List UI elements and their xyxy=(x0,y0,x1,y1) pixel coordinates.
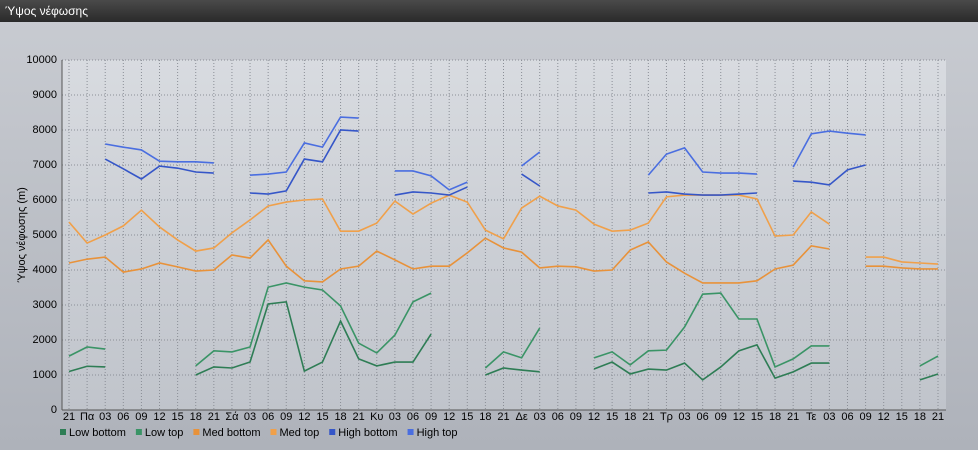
legend-label: Low top xyxy=(145,427,184,439)
x-tick-label: 18 xyxy=(479,411,491,423)
x-tick-label: 12 xyxy=(298,411,310,423)
x-tick-label: 21 xyxy=(497,411,509,423)
x-tick-label: 15 xyxy=(172,411,184,423)
x-tick-label: 15 xyxy=(461,411,473,423)
legend-label: High top xyxy=(417,427,458,439)
x-tick-label: 03 xyxy=(534,411,546,423)
y-tick-label: 3000 xyxy=(33,299,57,311)
window-title: Ύψος νέφωσης xyxy=(5,4,88,18)
x-tick-label: 21 xyxy=(208,411,220,423)
x-tick-label: 18 xyxy=(334,411,346,423)
x-tick-label: 15 xyxy=(606,411,618,423)
legend-swatch xyxy=(135,429,142,435)
x-tick-label: 09 xyxy=(135,411,147,423)
x-tick-label: 06 xyxy=(841,411,853,423)
legend-swatch xyxy=(270,429,277,435)
title-bar xyxy=(0,0,978,22)
y-tick-label: 1000 xyxy=(33,369,57,381)
x-tick-label: 21 xyxy=(932,411,944,423)
legend-swatch xyxy=(329,429,336,435)
x-tick-label: 21 xyxy=(787,411,799,423)
x-tick-label: 18 xyxy=(624,411,636,423)
y-tick-label: 0 xyxy=(51,404,57,416)
x-tick-label: Κυ xyxy=(370,411,383,423)
x-tick-label: 21 xyxy=(642,411,654,423)
x-tick-label: 03 xyxy=(244,411,256,423)
y-tick-label: 7000 xyxy=(33,159,57,171)
legend-swatch xyxy=(407,429,414,435)
x-tick-label: 09 xyxy=(280,411,292,423)
x-tick-label: 03 xyxy=(678,411,690,423)
x-tick-label: 21 xyxy=(353,411,365,423)
x-tick-label: 09 xyxy=(715,411,727,423)
y-tick-label: 8000 xyxy=(33,124,57,136)
x-tick-label: Σά xyxy=(225,411,239,423)
x-tick-label: Τε xyxy=(806,411,817,423)
legend-label: Med bottom xyxy=(202,427,260,439)
x-tick-label: 12 xyxy=(878,411,890,423)
y-tick-label: 9000 xyxy=(33,89,57,101)
x-tick-label: 06 xyxy=(697,411,709,423)
y-tick-label: 10000 xyxy=(26,54,57,66)
x-tick-label: 12 xyxy=(153,411,165,423)
legend-swatch xyxy=(60,429,66,435)
x-tick-label: 06 xyxy=(552,411,564,423)
series-line xyxy=(105,116,866,191)
x-tick-label: 18 xyxy=(769,411,781,423)
x-tick-label: 03 xyxy=(99,411,111,423)
x-tick-label: 18 xyxy=(190,411,202,423)
y-axis-title: Ύψος νέφωσης (m) xyxy=(16,187,28,283)
y-tick-label: 6000 xyxy=(33,194,57,206)
y-tick-label: 5000 xyxy=(33,229,57,241)
x-tick-label: 06 xyxy=(262,411,274,423)
y-tick-label: 4000 xyxy=(33,264,57,276)
x-tick-label: 06 xyxy=(407,411,419,423)
x-tick-label: 03 xyxy=(823,411,835,423)
series-line xyxy=(68,300,939,381)
x-tick-label: 06 xyxy=(117,411,129,423)
x-tick-label: 12 xyxy=(588,411,600,423)
x-tick-label: 03 xyxy=(389,411,401,423)
x-tick-label: 15 xyxy=(316,411,328,423)
series-line xyxy=(104,129,866,196)
x-tick-label: 21 xyxy=(63,411,75,423)
series-line xyxy=(68,282,939,369)
legend-label: Low bottom xyxy=(69,427,126,439)
x-tick-label: 15 xyxy=(751,411,763,423)
x-tick-label: 09 xyxy=(859,411,871,423)
x-tick-label: Δε xyxy=(515,411,527,423)
legend-label: High bottom xyxy=(338,427,397,439)
series-line xyxy=(68,237,938,284)
legend-swatch xyxy=(193,429,200,435)
legend-label: Med top xyxy=(280,427,320,439)
x-tick-label: 12 xyxy=(443,411,455,423)
x-tick-label: Πα xyxy=(80,411,95,423)
x-tick-label: 15 xyxy=(896,411,908,423)
x-tick-label: 09 xyxy=(570,411,582,423)
y-tick-label: 2000 xyxy=(33,334,57,346)
x-tick-label: 12 xyxy=(733,411,745,423)
x-tick-label: 18 xyxy=(914,411,926,423)
x-tick-label: 09 xyxy=(425,411,437,423)
x-tick-label: Τρ xyxy=(660,411,673,423)
